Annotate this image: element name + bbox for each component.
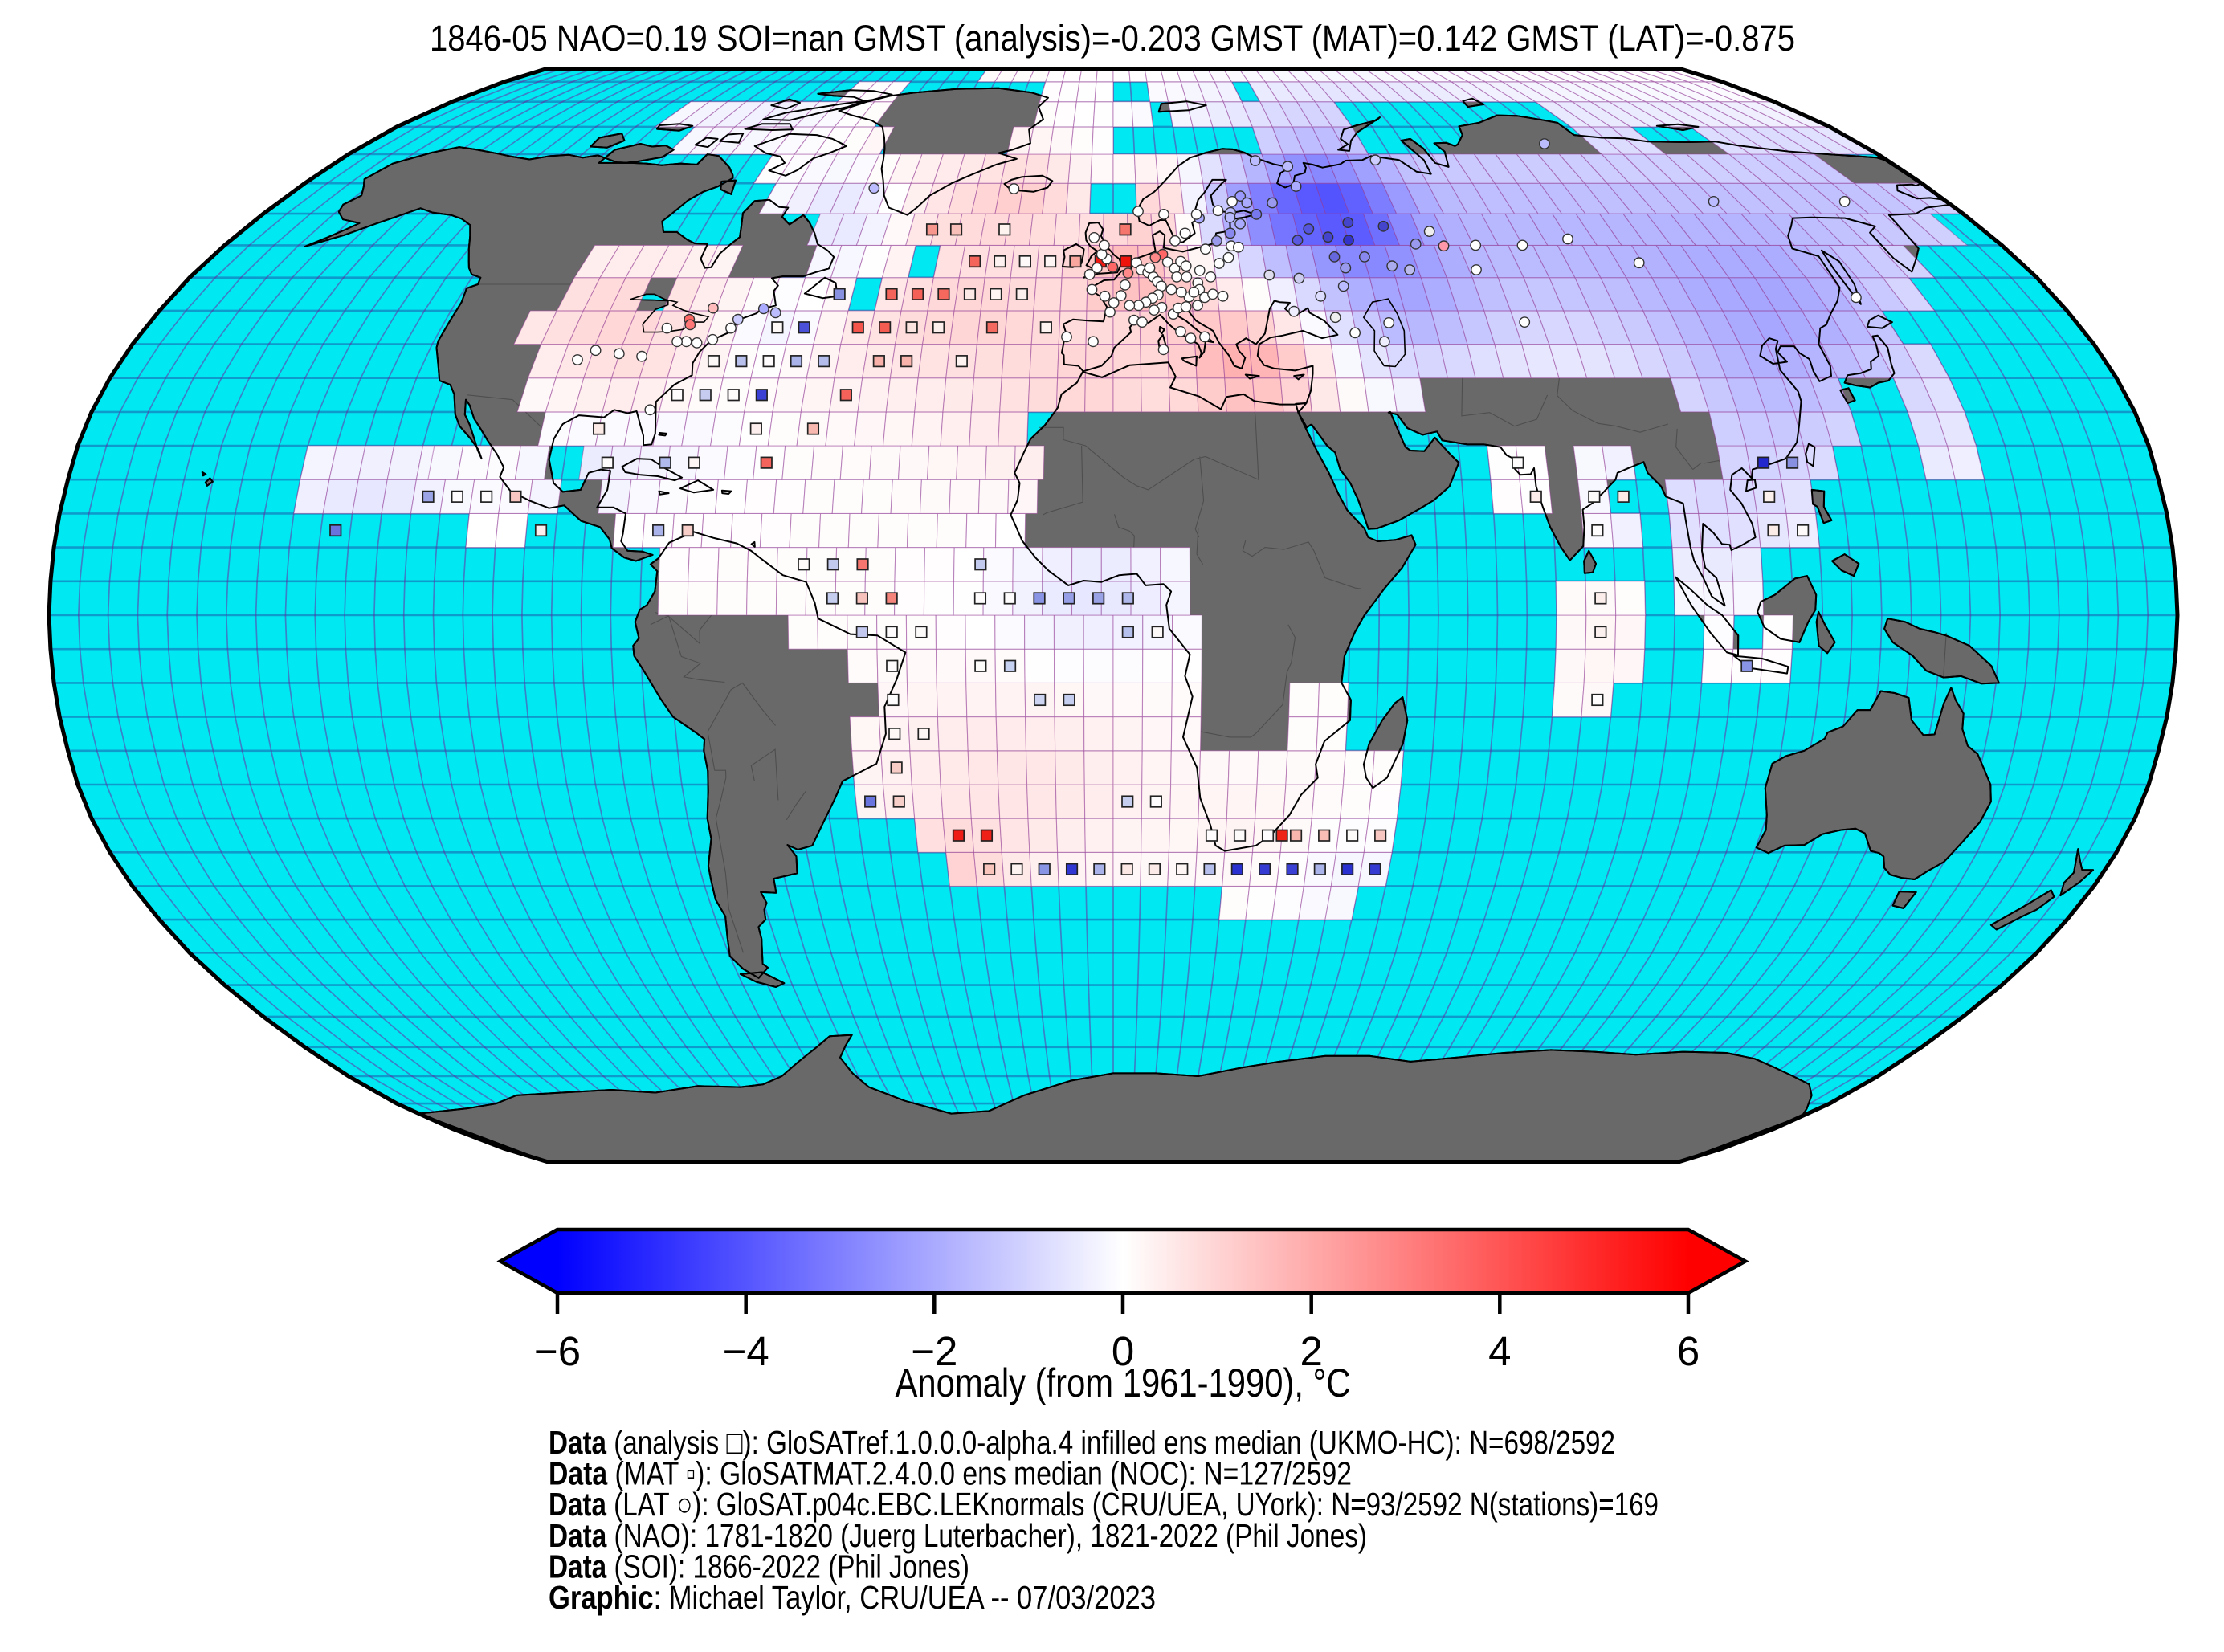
svg-text:Data (MAT ▫): GloSATMAT.2.4.0.: Data (MAT ▫): GloSATMAT.2.4.0.0 ens medi…: [549, 1455, 1352, 1492]
svg-text:2: 2: [1300, 1328, 1323, 1374]
svg-text:4: 4: [1488, 1328, 1511, 1374]
svg-text:−2: −2: [911, 1328, 957, 1374]
svg-text:Graphic: Michael Taylor, CRU/U: Graphic: Michael Taylor, CRU/UEA -- 07/0…: [549, 1579, 1156, 1616]
svg-text:1846-05 NAO=0.19 SOI=nan GMST: 1846-05 NAO=0.19 SOI=nan GMST (analysis)…: [430, 18, 1795, 59]
svg-text:−6: −6: [534, 1328, 581, 1374]
svg-text:Data (SOI): 1866-2022 (Phil Jo: Data (SOI): 1866-2022 (Phil Jones): [549, 1548, 969, 1585]
svg-text:Data (NAO): 1781-1820 (Juerg L: Data (NAO): 1781-1820 (Juerg Luterbacher…: [549, 1517, 1367, 1554]
svg-text:−4: −4: [723, 1328, 769, 1374]
svg-text:Data (LAT ○): GloSAT.p04c.EBC.: Data (LAT ○): GloSAT.p04c.EBC.LEKnormals…: [549, 1486, 1659, 1523]
svg-text:6: 6: [1677, 1328, 1700, 1374]
svg-text:Data (analysis □): GloSATref.1: Data (analysis □): GloSATref.1.0.0.0-alp…: [549, 1424, 1615, 1461]
svg-text:0: 0: [1112, 1328, 1134, 1374]
svg-text:Anomaly (from 1961-1990), °C: Anomaly (from 1961-1990), °C: [896, 1360, 1351, 1405]
